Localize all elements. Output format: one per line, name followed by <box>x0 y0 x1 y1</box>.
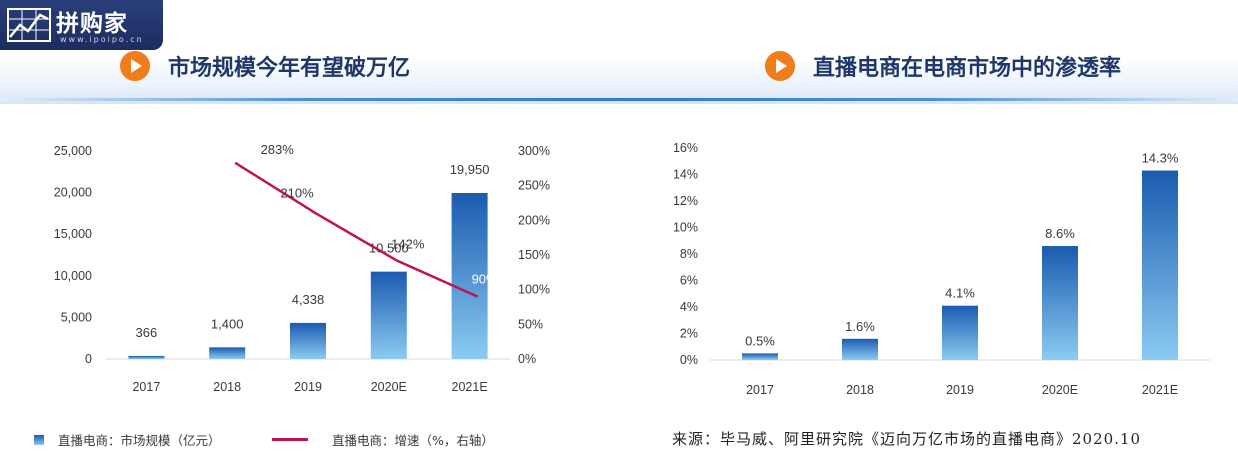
header-banner <box>0 0 1238 104</box>
left-y-tick-label: 5,000 <box>61 310 92 324</box>
legend-line-swatch <box>272 438 308 441</box>
market-size-chart: 0 5,000 10,000 15,000 20,000 25,000 0% 50% 100% 1… <box>54 142 550 394</box>
y-tick-label: 16% <box>673 141 698 155</box>
left-section-title: 市场规模今年有望破万亿 <box>120 49 410 83</box>
legend-line: 直播电商：增速（%，右轴） <box>272 430 494 449</box>
bar-data-label: 10,500 <box>369 241 409 256</box>
right-y-tick-label: 200% <box>518 213 550 227</box>
bar-data-label: 8.6% <box>1045 226 1075 241</box>
source-note: 来源：毕马威、阿里研究院《迈向万亿市场的直播电商》2020.10 <box>672 430 1142 448</box>
legend-bar-label: 直播电商：市场规模（亿元） <box>58 433 221 448</box>
bar <box>1042 246 1078 360</box>
bar-data-label: 366 <box>136 325 158 340</box>
right-y-tick-label: 150% <box>518 248 550 262</box>
header-divider <box>0 98 1238 101</box>
bar <box>842 338 878 360</box>
y-tick-label: 10% <box>673 221 698 235</box>
bar <box>209 347 246 359</box>
line-data-label: 90% <box>472 272 498 287</box>
x-tick-label: 2019 <box>294 380 322 394</box>
line-data-label: 142% <box>391 237 425 252</box>
logo-url: www.ipoipo.cn <box>60 35 144 44</box>
x-tick-label: 2019 <box>946 383 974 397</box>
left-y-tick-label: 0 <box>85 352 92 366</box>
legend-line-label: 直播电商：增速（%，右轴） <box>332 433 494 448</box>
bar <box>742 353 778 360</box>
y-tick-label: 14% <box>673 168 698 182</box>
x-tick-label: 2020E <box>1042 383 1078 397</box>
x-tick-label: 2017 <box>132 380 160 394</box>
right-title-text: 直播电商在电商市场中的渗透率 <box>813 56 1122 81</box>
line-data-label: 210% <box>280 185 314 200</box>
legend-bar-swatch <box>34 434 44 445</box>
y-tick-label: 4% <box>680 300 698 314</box>
y-tick-label: 0% <box>680 353 698 367</box>
bar-data-label: 1.6% <box>845 319 875 334</box>
right-y-tick-label: 250% <box>518 179 550 193</box>
right-section-title: 直播电商在电商市场中的渗透率 <box>765 49 1121 83</box>
x-tick-label: 2018 <box>846 383 874 397</box>
right-y-tick-label: 50% <box>518 317 543 331</box>
x-tick-label: 2020E <box>371 380 407 394</box>
left-y-tick-label: 25,000 <box>54 144 92 158</box>
left-title-text: 市场规模今年有望破万亿 <box>168 56 411 81</box>
bar <box>128 355 165 359</box>
bar <box>1142 170 1178 360</box>
bar <box>451 193 488 359</box>
right-y-tick-label: 0% <box>518 352 536 366</box>
y-tick-label: 2% <box>680 327 698 341</box>
left-y-tick-label: 10,000 <box>54 269 92 283</box>
line-data-label: 283% <box>261 142 295 157</box>
right-y-tick-label: 100% <box>518 283 550 297</box>
growth-line <box>234 161 479 298</box>
play-icon <box>765 51 795 81</box>
logo: 拼购家 www.ipoipo.cn <box>0 0 163 50</box>
left-y-tick-label: 15,000 <box>54 227 92 241</box>
penetration-rate-chart: 0% 2% 4% 6% 8% 10% 12% 14% 16% 2017 2018 2019 2020E 2… <box>673 141 1210 397</box>
y-tick-label: 12% <box>673 194 698 208</box>
left-y-tick-label: 20,000 <box>54 186 92 200</box>
bar <box>370 271 407 359</box>
legend-bar: 直播电商：市场规模（亿元） <box>34 430 221 449</box>
bar-data-label: 19,950 <box>450 162 490 177</box>
chart-grid-icon <box>7 8 51 42</box>
bar-data-label: 14.3% <box>1142 151 1179 166</box>
logo-text: 拼购家 <box>56 11 128 37</box>
x-tick-label: 2017 <box>746 383 774 397</box>
x-tick-label: 2018 <box>213 380 241 394</box>
x-tick-label: 2021E <box>452 380 488 394</box>
y-tick-label: 8% <box>680 247 698 261</box>
bar-data-label: 0.5% <box>745 333 775 348</box>
bar <box>290 322 326 359</box>
play-icon <box>120 51 150 81</box>
y-tick-label: 6% <box>680 274 698 288</box>
bar-data-label: 1,400 <box>211 316 244 331</box>
bar <box>942 305 978 360</box>
right-y-tick-label: 300% <box>518 144 550 158</box>
bar-data-label: 4.1% <box>945 286 975 301</box>
bar-data-label: 4,338 <box>292 292 325 307</box>
x-tick-label: 2021E <box>1142 383 1178 397</box>
